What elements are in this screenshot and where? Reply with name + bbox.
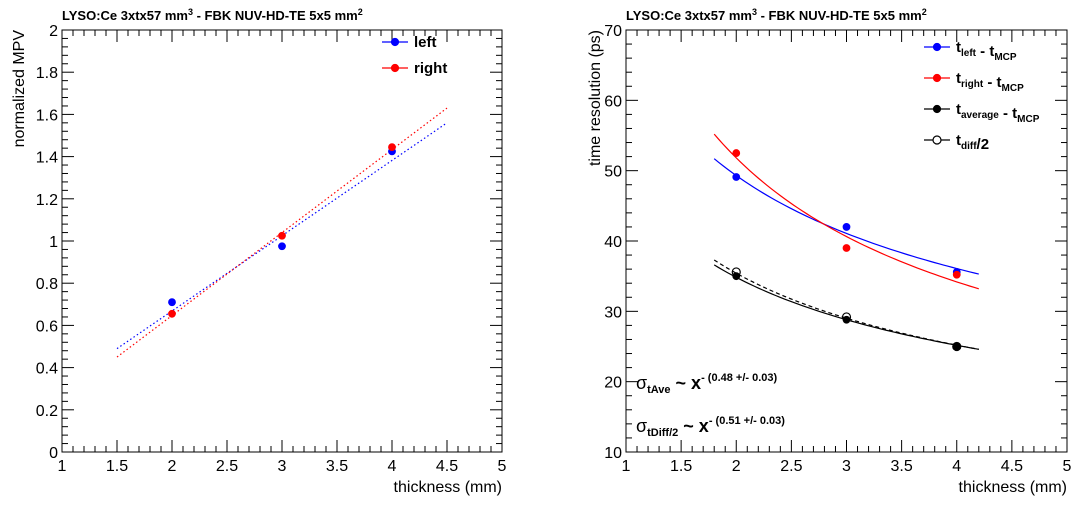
y-axis-title: normalized MPV [11,30,28,148]
data-point [841,312,852,322]
y-tick-label: 1.2 [36,192,58,209]
x-axis-title: thickness (mm) [959,479,1067,496]
y-tick-label: 30 [604,304,622,321]
legend-marker [932,42,942,52]
x-tick-label: 4 [388,458,397,475]
data-point [952,270,961,279]
x-tick-label: 3.5 [891,458,913,475]
x-tick-label: 4 [952,458,961,475]
plot-frame [61,29,503,453]
x-tick-label: 2.5 [780,458,802,475]
y-tick-label: 60 [604,93,622,110]
x-tick-label: 2 [732,458,741,475]
fit-line [713,264,979,350]
chart-title: LYSO:Ce 3xtx57 mm3 - FBK NUV-HD-TE 5x5 m… [626,7,927,23]
y-tick-label: 1 [49,234,58,251]
x-tick-label: 1.5 [106,458,128,475]
legend-label: tdiff/2 [956,132,989,153]
y-tick-label: 0.8 [36,276,58,293]
chart-panel-time-resolution: LYSO:Ce 3xtx57 mm3 - FBK NUV-HD-TE 5x5 m… [587,7,1072,496]
data-point [732,173,741,181]
data-point [842,223,851,231]
y-tick-label: 1.8 [36,65,58,82]
chart-title: LYSO:Ce 3xtx57 mm3 - FBK NUV-HD-TE 5x5 m… [62,7,363,23]
x-tick-label: 4.5 [436,458,458,475]
data-point [278,231,286,240]
data-point [731,267,741,277]
data-point [388,143,396,152]
data-point [168,298,176,307]
legend-label: taverage - tMCP [956,101,1040,125]
legend-label: tright - tMCP [956,70,1024,94]
y-axis-title: time resolution (ps) [587,30,604,166]
x-tick-label: 1 [58,458,67,475]
y-tick-label: 1.6 [36,107,58,124]
legend-marker [932,73,942,83]
x-tick-label: 1 [622,458,631,475]
x-tick-label: 3.5 [326,458,348,475]
x-tick-label: 4.5 [1001,458,1023,475]
fit-line [713,158,979,275]
y-tick-label: 0.2 [36,403,58,420]
y-tick-label: 0 [49,445,58,462]
fit-line [713,259,979,350]
legend-label: left [414,34,437,51]
x-tick-label: 2 [168,458,177,475]
y-tick-label: 50 [604,164,622,181]
legend-marker [932,104,942,114]
legend-marker [932,135,942,145]
y-tick-label: 40 [604,234,622,251]
legend-label: tleft - tMCP [956,39,1017,63]
fit-line [116,122,448,350]
x-tick-label: 2.5 [216,458,238,475]
x-tick-label: 5 [1063,458,1072,475]
y-tick-label: 0.4 [36,361,58,378]
data-point [732,149,741,157]
data-point [952,341,962,352]
fit-line [713,133,979,290]
data-point [168,309,176,318]
fit-annotation: σtAve ~ x- (0.48 +/- 0.03) [636,372,778,396]
chart-panel-mpv: LYSO:Ce 3xtx57 mm3 - FBK NUV-HD-TE 5x5 m… [11,7,507,496]
x-tick-label: 1.5 [670,458,692,475]
legend-label: right [414,60,447,77]
x-tick-label: 5 [498,458,507,475]
data-point [842,244,851,252]
y-tick-label: 2 [49,23,58,40]
y-tick-label: 1.4 [36,150,58,167]
x-axis-title: thickness (mm) [394,479,502,496]
x-tick-label: 3 [278,458,287,475]
x-tick-label: 3 [842,458,851,475]
legend-marker [390,63,400,73]
y-tick-label: 0.6 [36,318,58,335]
y-tick-label: 70 [604,23,622,40]
fit-annotation: σtDiff/2 ~ x- (0.51 +/- 0.03) [636,415,785,439]
data-point [278,242,286,251]
legend-marker [390,37,400,47]
y-tick-label: 10 [604,445,622,462]
y-tick-label: 20 [604,375,622,392]
